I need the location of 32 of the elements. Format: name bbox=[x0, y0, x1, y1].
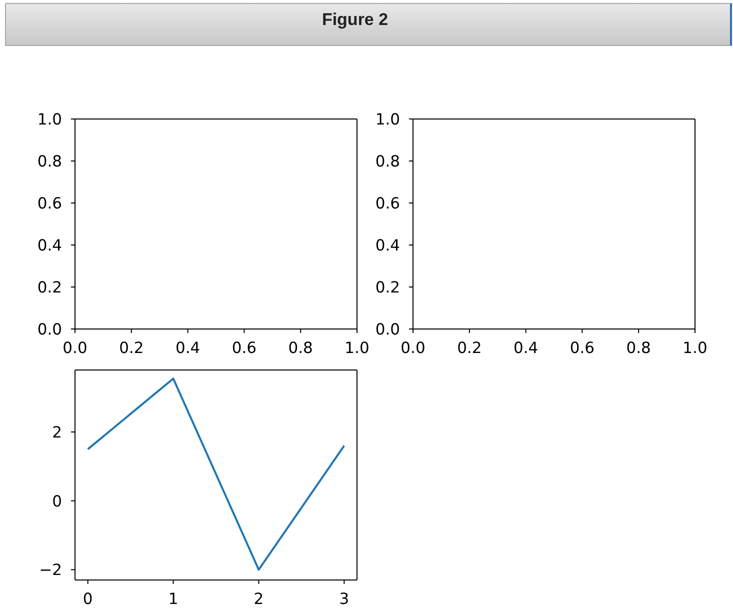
line-series bbox=[86, 378, 346, 571]
x-tick-label: 0.8 bbox=[626, 339, 651, 358]
y-tick-label: 0 bbox=[52, 492, 62, 510]
y-tick-label: 0.2 bbox=[37, 278, 62, 297]
y-tick-label: 0.4 bbox=[37, 236, 62, 255]
x-tick-label: 0 bbox=[82, 590, 93, 608]
y-tick-label: 1.0 bbox=[375, 110, 400, 129]
y-tick-label: 1.0 bbox=[37, 110, 62, 129]
y-tick-label: 2 bbox=[52, 423, 62, 442]
x-tick-label: 0.2 bbox=[457, 339, 482, 358]
y-tick-label: 0.6 bbox=[37, 194, 62, 213]
y-tick-label: 0.0 bbox=[37, 320, 62, 339]
y-tick-label: 0.4 bbox=[375, 236, 400, 255]
x-tick-label: 0.6 bbox=[232, 339, 257, 358]
y-tick-label: 0.8 bbox=[37, 152, 62, 171]
x-tick-label: 0.0 bbox=[400, 339, 426, 358]
x-tick-label: 3 bbox=[339, 590, 350, 608]
y-tick-label: 0.0 bbox=[375, 320, 400, 339]
x-tick-label: 0.2 bbox=[119, 339, 144, 358]
x-tick-label: 0.4 bbox=[513, 339, 538, 358]
x-tick-label: 1.0 bbox=[344, 339, 370, 358]
x-tick-label: 2 bbox=[254, 590, 264, 608]
y-tick-label: 0.6 bbox=[375, 194, 400, 213]
chart-title: Figure 2 bbox=[320, 10, 390, 30]
x-tick-label: 1 bbox=[168, 590, 178, 608]
x-tick-label: 0.8 bbox=[288, 339, 313, 358]
y-tick-label: −2 bbox=[39, 561, 62, 580]
x-tick-label: 0.4 bbox=[175, 339, 200, 358]
x-tick-label: 1.0 bbox=[682, 339, 708, 358]
x-tick-label: 0.6 bbox=[570, 339, 595, 358]
y-tick-label: 0.8 bbox=[375, 152, 400, 171]
y-tick-label: 0.2 bbox=[375, 278, 400, 297]
